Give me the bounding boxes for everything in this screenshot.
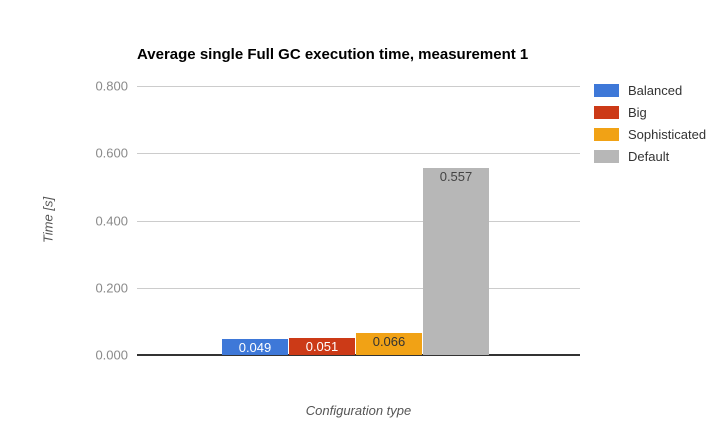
legend-swatch — [594, 149, 619, 163]
y-tick-label: 0.800 — [95, 78, 128, 94]
legend: Balanced Big Sophisticated Default — [594, 82, 707, 164]
bar-sophisticated: 0.066 — [356, 333, 422, 355]
legend-label: Big — [628, 104, 647, 120]
legend-item-big: Big — [594, 104, 706, 120]
legend-swatch — [594, 105, 619, 119]
bar-value-label: 0.049 — [238, 340, 272, 355]
y-tick-label: 0.600 — [95, 145, 128, 161]
chart-title: Average single Full GC execution time, m… — [137, 46, 529, 63]
bar-value-label: 0.051 — [305, 339, 339, 354]
gridline — [137, 221, 580, 222]
bar-big: 0.051 — [289, 338, 355, 355]
x-axis-line — [137, 354, 580, 356]
legend-label: Default — [628, 148, 670, 164]
bar-value-label: 0.066 — [372, 334, 406, 349]
y-axis-title: Time [s] — [40, 196, 56, 244]
gridline — [137, 153, 580, 154]
legend-label: Sophisticated — [628, 126, 707, 142]
bar-value-label: 0.557 — [439, 169, 473, 184]
bar-balanced: 0.049 — [222, 339, 288, 355]
y-tick-label: 0.200 — [95, 280, 128, 296]
x-axis-title: Configuration type — [305, 403, 412, 418]
y-tick-label: 0.000 — [95, 347, 128, 363]
legend-item-balanced: Balanced — [594, 82, 706, 98]
gridline — [137, 288, 580, 289]
legend-label: Balanced — [628, 82, 683, 98]
legend-item-sophisticated: Sophisticated — [594, 126, 707, 142]
legend-swatch — [594, 83, 619, 97]
gridline — [137, 86, 580, 87]
legend-item-default: Default — [594, 148, 706, 164]
legend-swatch — [594, 127, 619, 141]
y-tick-label: 0.400 — [95, 213, 128, 229]
bar-default: 0.557 — [423, 168, 489, 355]
